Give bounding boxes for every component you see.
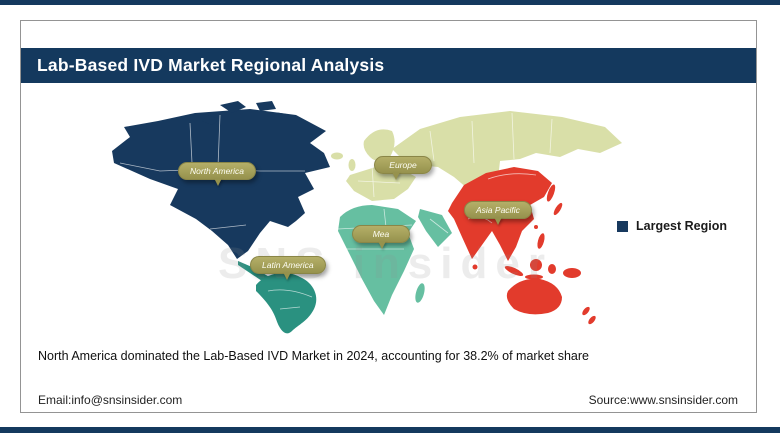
region-sri-lanka	[472, 264, 478, 270]
region-australia	[506, 278, 562, 315]
region-philippines	[537, 233, 545, 249]
region-sumatra	[504, 265, 524, 277]
callout-europe: Europe	[374, 156, 432, 174]
world-map: SNS insider North America Europe Asia Pa…	[100, 101, 645, 353]
region-arabia	[418, 209, 452, 247]
region-new-zealand-south	[588, 315, 596, 325]
region-borneo	[530, 259, 542, 271]
region-iceland	[331, 152, 343, 160]
region-arctic-islands	[202, 101, 276, 125]
bottom-accent-strip	[0, 427, 780, 433]
footer-email: Email:info@snsinsider.com	[38, 393, 183, 407]
region-sulawesi	[548, 264, 556, 274]
title-bar: Lab-Based IVD Market Regional Analysis	[21, 48, 756, 83]
top-accent-strip	[0, 0, 780, 5]
legend-swatch	[617, 220, 628, 232]
region-madagascar	[415, 283, 425, 303]
callout-north-america: North America	[178, 162, 257, 180]
region-japan-south	[553, 202, 563, 216]
callout-mea: Mea	[352, 225, 410, 243]
callout-asia-pacific: Asia Pacific	[464, 201, 532, 219]
region-uk	[348, 159, 356, 171]
legend-label: Largest Region	[636, 219, 727, 233]
region-japan-north	[546, 184, 556, 202]
page-title: Lab-Based IVD Market Regional Analysis	[37, 55, 385, 75]
country-borders	[119, 112, 553, 310]
region-new-guinea	[563, 268, 581, 278]
region-taiwan	[534, 225, 538, 229]
region-russia	[392, 111, 622, 193]
callout-latin-america: Latin America	[250, 256, 326, 274]
footer-source: Source:www.snsinsider.com	[588, 393, 738, 407]
infographic-frame: Lab-Based IVD Market Regional Analysis	[20, 20, 757, 413]
market-statement: North America dominated the Lab-Based IV…	[38, 349, 589, 363]
region-new-zealand-north	[582, 306, 590, 316]
legend: Largest Region	[617, 219, 727, 233]
region-java	[525, 274, 543, 280]
region-scandinavia	[363, 129, 395, 161]
region-africa	[338, 205, 416, 315]
region-south-america	[256, 272, 317, 334]
